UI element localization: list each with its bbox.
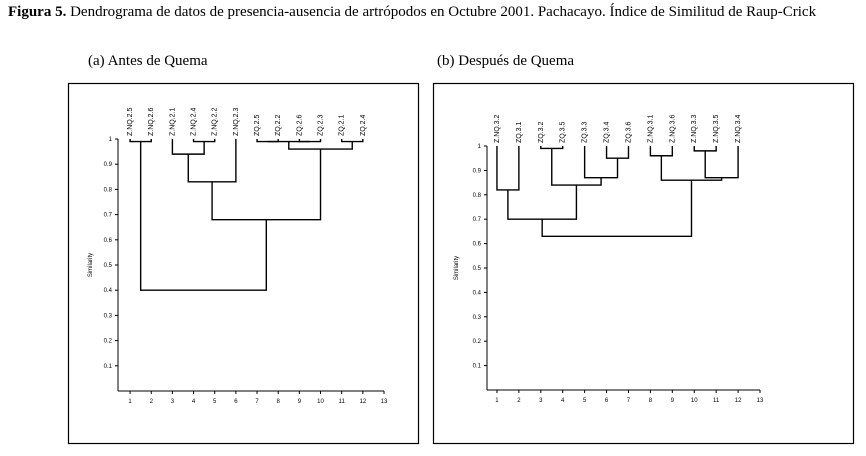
x-tick-label: 4 — [192, 399, 196, 405]
dendrogram-link — [551, 148, 602, 186]
leaf-label: ZQ.3.5 — [560, 121, 567, 143]
leaf-label: Z.NQ.2.1 — [169, 107, 176, 136]
x-tick-label: 9 — [671, 398, 675, 404]
y-tick-label: 0.8 — [104, 187, 113, 193]
dendrogram-link — [139, 141, 267, 291]
y-tick-label: 0.4 — [104, 288, 113, 294]
x-tick-label: 11 — [713, 398, 720, 404]
y-tick-label: 0.3 — [104, 313, 113, 319]
leaf-label: ZQ.3.6 — [625, 121, 632, 143]
dendrogram-link — [340, 139, 364, 143]
dendrogram-link — [660, 155, 723, 181]
x-tick-label: 11 — [339, 399, 346, 405]
dendrogram-link — [129, 139, 152, 143]
leaf-label: ZQ.2.6 — [296, 114, 303, 136]
leaf-label: Z.NQ.3.1 — [647, 114, 654, 143]
y-tick-label: 0.2 — [104, 339, 113, 345]
x-tick-label: 1 — [128, 399, 132, 405]
y-tick-label: 0.1 — [473, 364, 482, 370]
y-tick-label: 0.9 — [104, 162, 113, 168]
leaf-label: ZQ.3.4 — [604, 121, 611, 143]
leaf-label: Z.NQ.2.3 — [233, 107, 240, 136]
leaf-label: ZQ.2.3 — [318, 114, 325, 136]
x-tick-label: 1 — [495, 398, 499, 404]
x-tick-label: 2 — [517, 398, 521, 404]
x-tick-label: 10 — [317, 399, 324, 405]
x-tick-label: 5 — [213, 399, 217, 405]
y-axis-label: Similarity — [88, 253, 94, 277]
x-tick-label: 4 — [561, 398, 565, 404]
leaf-label: ZQ.2.4 — [360, 114, 367, 136]
figure-label: Figura 5. — [8, 4, 67, 20]
y-tick-label: 0.6 — [104, 238, 113, 244]
x-tick-label: 7 — [255, 399, 259, 405]
leaf-label: Z.NQ.3.3 — [691, 114, 698, 143]
y-tick-label: 0.3 — [473, 315, 482, 321]
leaf-label: Z.NQ.2.4 — [191, 107, 198, 136]
dendrogram-link — [693, 146, 717, 152]
leaf-label: Z.NQ.3.5 — [713, 114, 720, 143]
x-tick-label: 12 — [735, 398, 742, 404]
dendrogram-link — [540, 146, 564, 150]
dendrogram-link — [187, 139, 237, 183]
leaf-label: Z.NQ.2.5 — [127, 107, 134, 136]
x-tick-label: 9 — [298, 399, 302, 405]
leaf-label: Z.NQ.2.2 — [212, 107, 219, 136]
leaf-label: ZQ.2.5 — [254, 114, 261, 136]
dendrogram-link — [605, 146, 630, 159]
leaf-label: Z.NQ.3.4 — [735, 114, 742, 143]
x-tick-label: 5 — [583, 398, 587, 404]
dendrogram-link — [211, 149, 322, 221]
y-tick-label: 0.1 — [104, 364, 113, 370]
x-tick-label: 8 — [649, 398, 653, 404]
dendrogram-link — [583, 146, 619, 179]
leaf-label: ZQ.2.2 — [275, 114, 282, 136]
caption-text: Dendrograma de datos de presencia-ausenc… — [70, 4, 817, 20]
x-tick-label: 8 — [277, 399, 281, 405]
x-tick-label: 6 — [234, 399, 238, 405]
y-tick-label: 0.5 — [473, 266, 482, 272]
y-tick-label: 0.5 — [104, 263, 113, 269]
leaf-label: ZQ.3.2 — [538, 121, 545, 143]
y-tick-label: 0.4 — [473, 290, 482, 296]
dendrogram-link — [192, 139, 216, 143]
x-tick-label: 3 — [171, 399, 175, 405]
x-tick-label: 10 — [691, 398, 698, 404]
leaf-label: ZQ.3.1 — [516, 121, 523, 143]
x-tick-label: 3 — [539, 398, 543, 404]
x-tick-label: 7 — [627, 398, 631, 404]
y-tick-label: 0.7 — [104, 213, 113, 219]
x-tick-label: 13 — [381, 399, 388, 405]
panel-title: (a) Antes de Quema — [88, 53, 208, 69]
x-tick-label: 12 — [359, 399, 366, 405]
x-tick-label: 13 — [757, 398, 764, 404]
leaf-label: Z.NQ.3.2 — [494, 114, 501, 143]
figure-caption: Figura 5. Dendrograma de datos de presen… — [8, 4, 856, 21]
y-tick-label: 1 — [478, 144, 482, 150]
y-tick-label: 0.2 — [473, 339, 482, 345]
y-tick-label: 0.7 — [473, 217, 482, 223]
y-axis-label: Similarity — [454, 256, 460, 280]
dendrogram-link — [288, 141, 353, 150]
y-tick-label: 1 — [109, 137, 113, 143]
dendrogram-link — [541, 180, 693, 237]
dendrogram-link — [496, 146, 520, 191]
panel-frame — [432, 82, 855, 445]
panel-frame — [67, 82, 420, 445]
y-tick-label: 0.6 — [473, 242, 482, 248]
y-tick-label: 0.8 — [473, 193, 482, 199]
x-tick-label: 2 — [150, 399, 154, 405]
leaf-label: Z.NQ.2.6 — [148, 107, 155, 136]
x-tick-label: 6 — [605, 398, 609, 404]
panel-title: (b) Después de Quema — [437, 53, 574, 69]
leaf-label: Z.NQ.3.6 — [669, 114, 676, 143]
leaf-label: ZQ.2.1 — [339, 114, 346, 136]
dendrogram-link — [649, 146, 674, 157]
y-tick-label: 0.9 — [473, 168, 482, 174]
leaf-label: ZQ.3.3 — [582, 121, 589, 143]
